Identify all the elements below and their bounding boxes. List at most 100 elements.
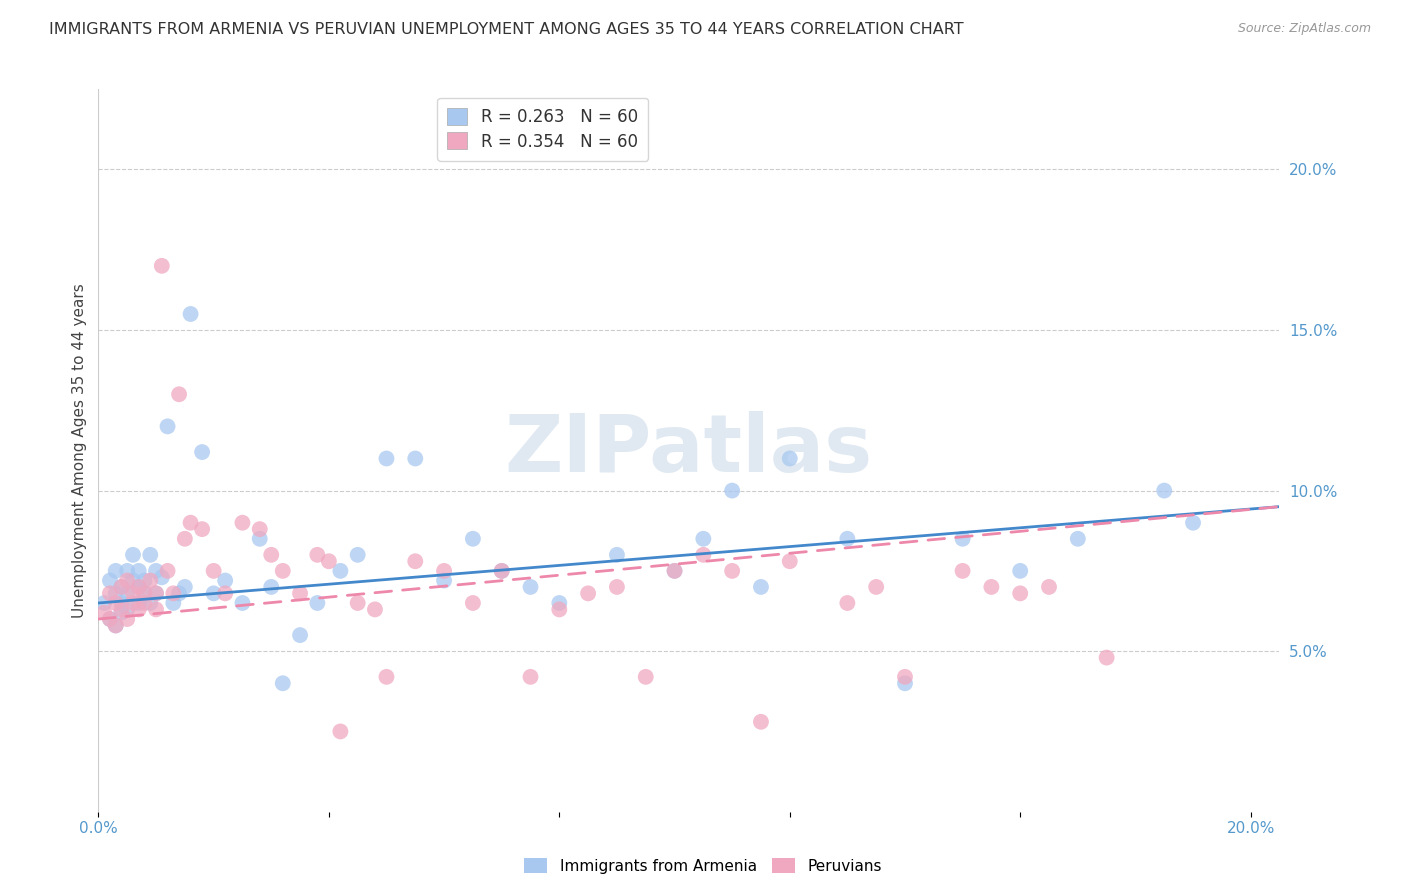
Point (576, 586, 599, 600)
Point (214, 574, 236, 588)
Point (180, 307, 202, 321)
Point (249, 532, 271, 546)
Point (122, 548, 145, 562)
Point (139, 574, 162, 588)
Point (115, 586, 138, 600)
Point (93, 606, 115, 620)
Point (749, 714, 772, 729)
Point (115, 612, 138, 626)
Legend: Immigrants from Armenia, Peruvians: Immigrants from Armenia, Peruvians (519, 852, 887, 880)
Point (93, 596, 115, 610)
Point (606, 548, 628, 562)
Point (1153, 483, 1175, 498)
Point (329, 724, 352, 739)
Point (952, 564, 974, 578)
Point (214, 586, 236, 600)
Point (191, 522, 214, 536)
Point (1067, 532, 1090, 546)
Point (145, 586, 167, 600)
Point (134, 574, 156, 588)
Point (307, 596, 329, 610)
Point (692, 532, 714, 546)
Point (104, 596, 127, 610)
Point (110, 596, 132, 610)
Point (128, 580, 150, 594)
Point (260, 548, 283, 562)
Point (375, 670, 398, 684)
Point (115, 564, 138, 578)
Point (115, 602, 138, 616)
Point (837, 596, 859, 610)
Point (606, 580, 628, 594)
Point (375, 451, 398, 466)
Point (150, 570, 173, 584)
Point (110, 580, 132, 594)
Point (115, 574, 138, 588)
Point (139, 548, 162, 562)
Point (167, 387, 190, 401)
Point (548, 596, 571, 610)
Point (364, 602, 387, 616)
Point (145, 564, 167, 578)
Point (894, 670, 917, 684)
Point (1095, 650, 1118, 665)
Point (346, 596, 368, 610)
Point (271, 676, 294, 690)
Point (779, 554, 801, 568)
Point (104, 564, 127, 578)
Point (191, 445, 214, 459)
Point (104, 618, 127, 632)
Point (433, 574, 456, 588)
Point (231, 516, 253, 530)
Point (98, 586, 121, 600)
Point (404, 554, 426, 568)
Point (139, 596, 162, 610)
Legend: R = 0.263   N = 60, R = 0.354   N = 60: R = 0.263 N = 60, R = 0.354 N = 60 (437, 97, 648, 161)
Point (329, 564, 352, 578)
Point (150, 259, 173, 273)
Point (122, 574, 145, 588)
Point (104, 586, 127, 600)
Point (180, 516, 202, 530)
Point (837, 532, 859, 546)
Point (749, 580, 772, 594)
Point (721, 564, 744, 578)
Point (156, 564, 179, 578)
Point (779, 451, 801, 466)
Point (1010, 586, 1032, 600)
Point (692, 548, 714, 562)
Text: Source: ZipAtlas.com: Source: ZipAtlas.com (1237, 22, 1371, 36)
Point (156, 419, 179, 434)
Point (104, 618, 127, 632)
Point (134, 586, 156, 600)
Point (134, 586, 156, 600)
Point (231, 596, 253, 610)
Point (128, 596, 150, 610)
Point (288, 628, 311, 642)
Point (145, 586, 167, 600)
Point (134, 596, 156, 610)
Point (346, 548, 368, 562)
Point (664, 564, 686, 578)
Point (980, 580, 1002, 594)
Point (461, 532, 484, 546)
Point (865, 580, 887, 594)
Point (110, 606, 132, 620)
Point (145, 602, 167, 616)
Point (173, 580, 195, 594)
Point (110, 602, 132, 616)
Point (122, 586, 145, 600)
Point (167, 586, 190, 600)
Point (128, 580, 150, 594)
Point (634, 670, 657, 684)
Point (894, 676, 917, 690)
Point (1010, 564, 1032, 578)
Point (260, 580, 283, 594)
Point (98, 612, 121, 626)
Point (307, 548, 329, 562)
Point (202, 564, 225, 578)
Point (519, 580, 541, 594)
Point (162, 586, 184, 600)
Point (1038, 580, 1060, 594)
Text: IMMIGRANTS FROM ARMENIA VS PERUVIAN UNEMPLOYMENT AMONG AGES 35 TO 44 YEARS CORRE: IMMIGRANTS FROM ARMENIA VS PERUVIAN UNEM… (49, 22, 965, 37)
